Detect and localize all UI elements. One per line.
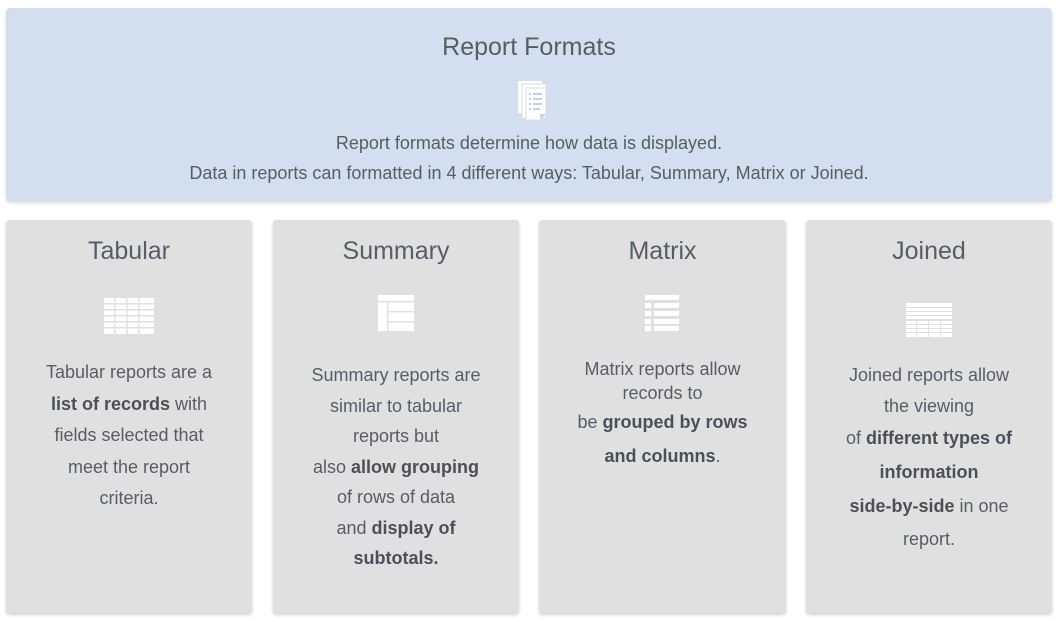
summary-layout-icon — [378, 295, 414, 331]
matrix-list-icon — [645, 295, 679, 331]
joined-table-icon — [906, 303, 952, 337]
card-description: Matrix reports allow records to be group… — [553, 357, 772, 473]
card-line: also allow grouping — [312, 456, 480, 477]
card-title: Summary — [342, 237, 450, 265]
card-tabular: Tabular Tabular reports are a list of re… — [6, 220, 252, 613]
report-formats-header: Report Formats Report formats determine … — [6, 8, 1052, 201]
card-line: and columns. — [604, 446, 721, 466]
card-line: Matrix reports allow — [584, 359, 741, 379]
card-title: Joined — [892, 237, 966, 265]
card-line: Tabular reports are a — [45, 362, 213, 382]
card-description: Tabular reports are a list of records wi… — [20, 357, 238, 515]
card-line: side-by-side in one — [849, 496, 1009, 516]
card-line: similar to tabular — [329, 395, 463, 416]
header-description-line-2: Data in reports can formatted in 4 diffe… — [189, 163, 869, 183]
card-line: criteria. — [99, 488, 159, 508]
card-joined: Joined Joined reports allow the viewing … — [806, 220, 1052, 613]
card-line: and display of — [336, 517, 456, 538]
card-line: information — [879, 462, 979, 482]
card-line: Joined reports allow — [848, 365, 1010, 385]
card-title: Tabular — [88, 237, 170, 265]
card-line: reports but — [352, 426, 440, 446]
card-line: report. — [902, 529, 956, 549]
card-line: subtotals. — [353, 548, 439, 568]
card-line: of different types of — [845, 428, 1013, 448]
tabular-grid-icon — [104, 298, 154, 334]
card-description: Joined reports allow the viewing of diff… — [820, 360, 1038, 555]
report-document-icon — [518, 81, 547, 121]
card-matrix: Matrix Matrix reports allow records to b… — [539, 220, 786, 613]
card-line: meet the report — [67, 456, 191, 477]
card-description: Summary reports are similar to tabular r… — [287, 360, 505, 574]
card-line: Summary reports are — [311, 365, 481, 385]
card-line: list of records with — [50, 393, 208, 414]
card-line: of rows of data — [336, 487, 456, 507]
card-line: be grouped by rows — [577, 412, 748, 432]
card-summary: Summary Summary reports are similar to t… — [273, 220, 519, 613]
card-line: the viewing — [883, 396, 975, 416]
card-line: records to — [622, 383, 703, 403]
header-description-line-1: Report formats determine how data is dis… — [335, 133, 723, 153]
card-title: Matrix — [628, 237, 697, 265]
card-line: fields selected that — [54, 425, 204, 445]
page-title: Report Formats — [442, 33, 616, 61]
